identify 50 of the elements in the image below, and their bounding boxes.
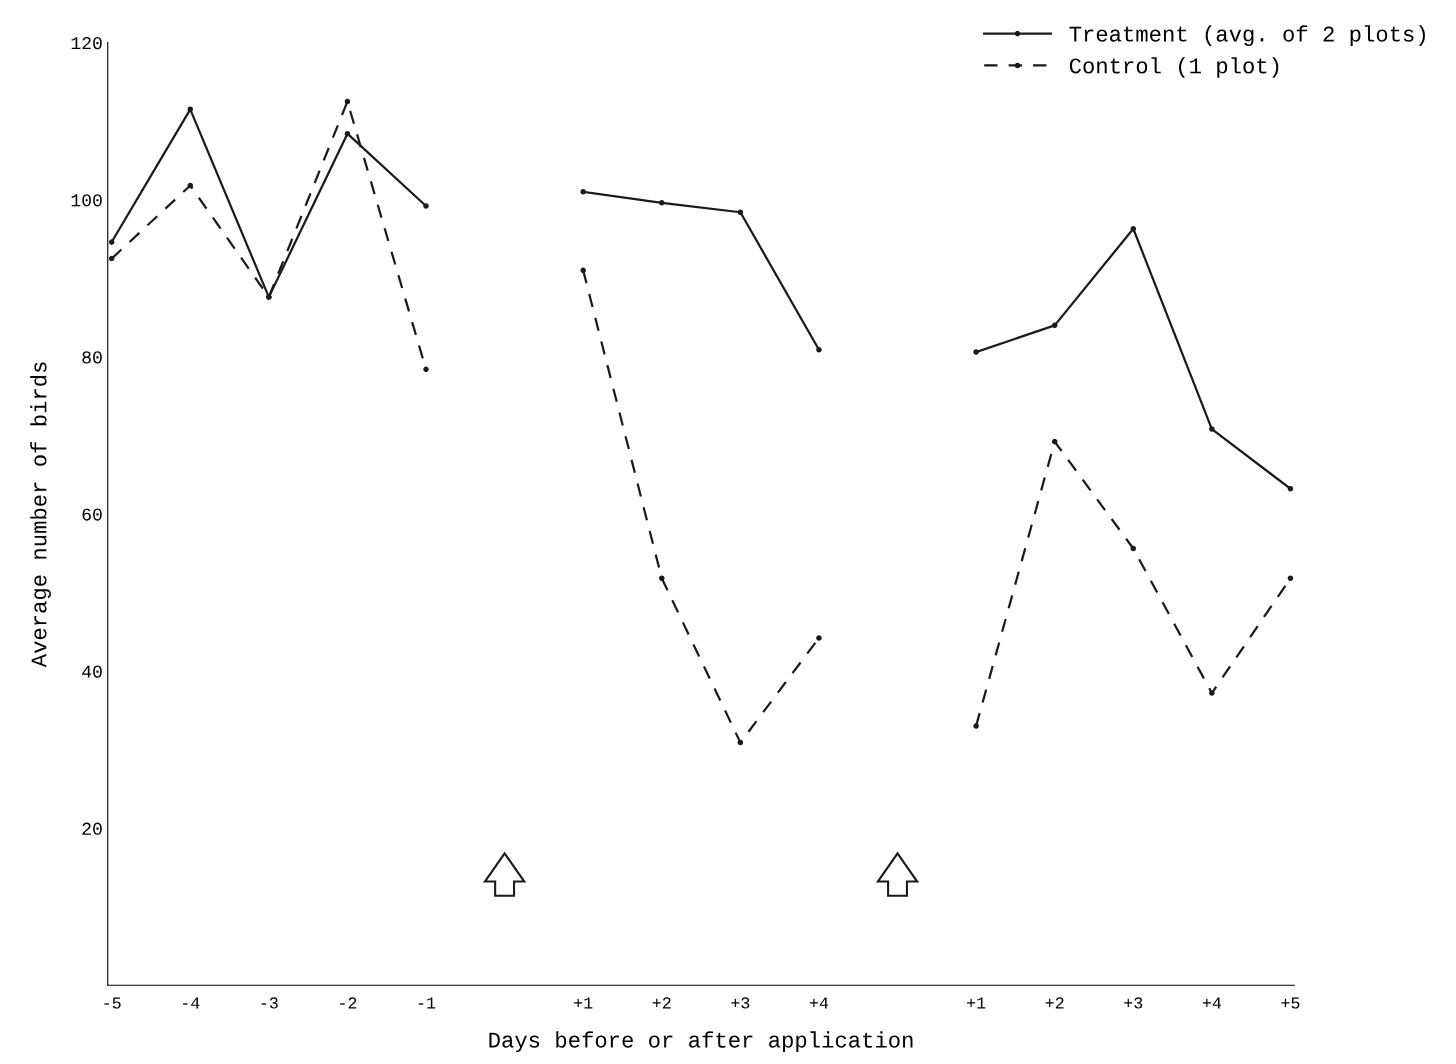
- point: [1130, 225, 1137, 232]
- point: [1051, 322, 1058, 329]
- point: [737, 209, 744, 216]
- point: [973, 349, 979, 355]
- x-tick-label: +4: [809, 997, 829, 1009]
- x-tick-label: +3: [731, 997, 750, 1009]
- x-tick-label: -1: [418, 997, 436, 1009]
- x-tick-label: +2: [1045, 997, 1064, 1009]
- point: [108, 239, 115, 245]
- y-tick-label: 120: [71, 37, 102, 50]
- point: [1130, 545, 1137, 552]
- x-tick-label: -4: [182, 997, 200, 1009]
- x-tick-label: -3: [261, 997, 278, 1009]
- x-tick-label: +1: [967, 997, 986, 1009]
- y-tick-label: 20: [82, 822, 102, 835]
- point: [658, 575, 665, 582]
- point: [1209, 426, 1215, 432]
- point: [344, 98, 351, 105]
- x-tick-label: +2: [652, 997, 671, 1009]
- x-tick-label: +4: [1202, 997, 1222, 1009]
- point: [108, 255, 115, 262]
- point: [1287, 485, 1294, 492]
- y-axis-title: Average number of birds: [30, 362, 51, 668]
- legend-label: Treatment (avg. of 2 plots): [1069, 25, 1425, 47]
- point: [423, 203, 429, 209]
- point: [344, 130, 351, 137]
- point: [580, 267, 586, 274]
- y-tick-label: 100: [71, 194, 102, 207]
- point: [580, 189, 586, 195]
- x-tick-label: +5: [1281, 997, 1300, 1009]
- x-tick-label: -2: [340, 997, 357, 1009]
- point: [658, 200, 665, 206]
- x-tick-label: +3: [1124, 997, 1143, 1009]
- x-tick-label: -5: [104, 997, 121, 1009]
- y-tick-label: 60: [82, 508, 102, 521]
- point: [423, 366, 429, 373]
- x-tick-label: +1: [574, 997, 593, 1009]
- y-tick-label: 80: [82, 351, 102, 364]
- point: [187, 182, 194, 189]
- point: [1209, 690, 1215, 696]
- point: [187, 106, 194, 113]
- point: [816, 635, 822, 641]
- legend-label: Control (1 plot): [1069, 57, 1279, 78]
- y-tick-label: 40: [82, 665, 102, 678]
- point: [973, 723, 979, 729]
- point: [816, 346, 822, 353]
- point: [1287, 575, 1294, 582]
- point: [737, 739, 744, 746]
- point: [1051, 438, 1058, 445]
- x-axis-title: Days before or after application: [489, 1031, 913, 1053]
